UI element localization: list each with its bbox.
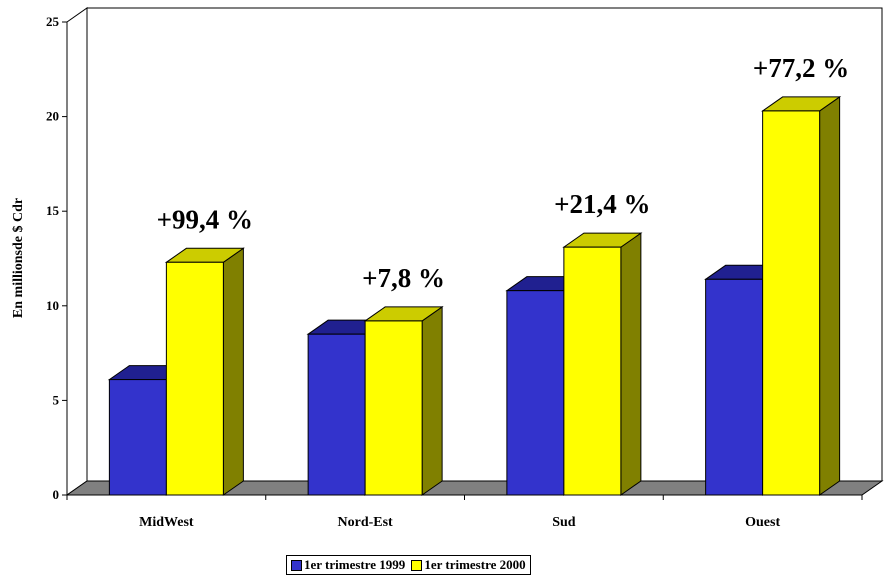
- legend-swatch-2000: [411, 559, 423, 571]
- growth-annotation: +77,2 %: [753, 53, 849, 83]
- legend-label-1999: 1er trimestre 1999: [304, 557, 406, 572]
- y-tick-label: 15: [46, 203, 60, 218]
- x-tick-label: Ouest: [745, 515, 780, 530]
- y-axis-label: En millionsde $ Cdr: [11, 198, 26, 318]
- bar-Sud-2000: [562, 232, 643, 496]
- x-tick-label: Sud: [552, 515, 576, 530]
- annotations: +99,4 % +7,8 % +21,4 % +77,2 %: [157, 53, 850, 293]
- category-labels: MidWest Nord-Est Sud Ouest: [66, 495, 863, 530]
- legend-item-1999: 1er trimestre 1999: [291, 557, 405, 573]
- legend-item-2000: 1er trimestre 2000: [411, 557, 526, 573]
- side-wall: [66, 7, 88, 496]
- growth-annotation: +99,4 %: [157, 204, 253, 234]
- growth-annotation: +7,8 %: [362, 263, 445, 293]
- bar-MidWest-2000: [164, 247, 245, 496]
- y-tick-label: 0: [53, 487, 60, 502]
- y-tick-label: 5: [53, 392, 60, 407]
- bar-Nord-Est-2000: [363, 305, 444, 496]
- growth-annotation: +21,4 %: [554, 189, 650, 219]
- bars: [107, 95, 842, 496]
- x-tick-label: Nord-Est: [338, 515, 394, 530]
- chart-walls: [65, 7, 884, 496]
- y-tick-label: 25: [46, 14, 60, 29]
- bar-Ouest-2000: [761, 95, 842, 496]
- y-tick-label: 10: [46, 298, 59, 313]
- legend-label-2000: 1er trimestre 2000: [424, 557, 526, 572]
- y-tick-label: 20: [46, 109, 59, 124]
- legend-swatch-1999: [291, 559, 302, 571]
- legend: 1er trimestre 1999 1er trimestre 2000: [286, 555, 531, 575]
- x-tick-label: MidWest: [139, 515, 194, 530]
